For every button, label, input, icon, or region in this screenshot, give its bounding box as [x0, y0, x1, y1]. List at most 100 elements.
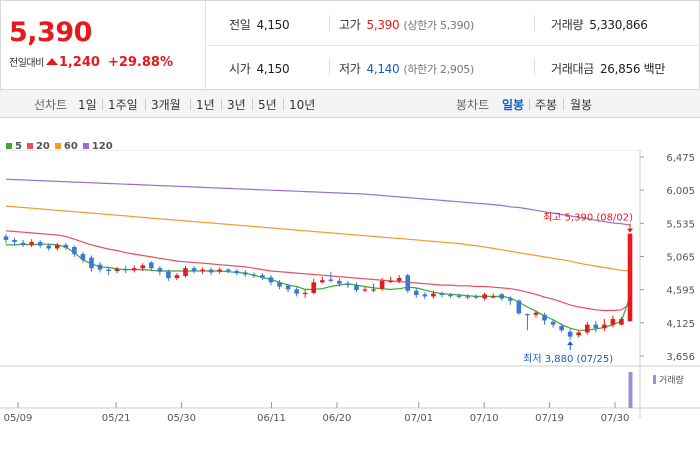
candle-down [166, 271, 171, 279]
stat-value: 5,330,866 [589, 18, 648, 32]
stat-label: 저가 [339, 62, 361, 76]
candle-up [114, 268, 120, 272]
high-arrow-head [627, 228, 633, 233]
period-tabbar: 선차트 1일 1주일 3개월 1년 3년 5년 10년 봉차트 일봉 주봉 월봉 [0, 90, 700, 118]
x-tick-label: 05/21 [102, 413, 131, 424]
candle-down [89, 257, 94, 269]
candle-down [72, 247, 77, 255]
stat-sub: (상한가 5,390) [403, 19, 474, 32]
candle-up [311, 282, 317, 293]
legend-label: 120 [91, 141, 113, 152]
tab-monthly[interactable]: 월봉 [570, 98, 593, 112]
x-tick-label: 07/01 [404, 413, 433, 424]
candle-down [37, 242, 43, 246]
legend-swatch [54, 143, 61, 149]
x-tick-label: 07/30 [601, 413, 630, 424]
stat-high: 고가 5,390 (상한가 5,390) [339, 16, 474, 33]
candle-up [140, 265, 146, 269]
tab-3-months[interactable]: 3개월 [151, 98, 181, 112]
candle-down [448, 295, 453, 297]
candle-up [54, 244, 60, 249]
candle-down [285, 285, 291, 290]
candle-up [610, 319, 616, 325]
legend-label: 20 [35, 141, 50, 152]
tab-daily[interactable]: 일봉 [502, 98, 525, 112]
ma60-line [5, 205, 631, 272]
legend-swatch [26, 143, 33, 149]
y-tick-label: 6,005 [666, 186, 695, 197]
stat-label: 거래량 [551, 18, 584, 32]
candle-down [277, 282, 282, 287]
candle-down [593, 324, 599, 329]
divider [534, 15, 535, 31]
legend-label: 5 [15, 141, 22, 152]
candle-down [12, 239, 17, 243]
candle-up [490, 296, 496, 298]
candle-down [157, 268, 163, 272]
ma120-line [5, 178, 631, 226]
tab-3-years[interactable]: 3년 [227, 98, 246, 112]
candle-down [508, 298, 513, 301]
legend-ma-20: 20 [26, 141, 50, 152]
volume-bar [628, 372, 633, 408]
candle-down [63, 244, 69, 248]
tab-separator [252, 99, 253, 110]
line-chart-label: 선차트 [34, 98, 68, 112]
tab-separator [102, 99, 103, 110]
volume-legend-swatch [653, 375, 656, 384]
candle-up [576, 332, 582, 336]
candle-down [456, 295, 462, 297]
tab-5-years[interactable]: 5년 [258, 98, 277, 112]
candle-up [302, 292, 308, 295]
y-tick-label: 4,595 [666, 286, 695, 297]
stat-sub: (하한가 2,905) [403, 63, 474, 76]
candle-up [174, 275, 180, 279]
tab-separator [283, 99, 284, 110]
tab-separator [529, 99, 530, 110]
candlestick-chart: 6,475 6,005 5,535 5,065 4,595 4,125 3,656 05/09… [0, 150, 700, 424]
change-value: 1,240 [58, 55, 100, 70]
tab-1-week[interactable]: 1주일 [108, 98, 138, 112]
volume-label: 거래량 [659, 374, 684, 386]
price-box: 5,390 전일대비 1,240 +29.88% [1, 1, 206, 89]
stat-volume: 거래량 5,330,866 [551, 16, 648, 33]
candle-down [542, 314, 547, 321]
candle-down [294, 289, 299, 294]
divider [329, 59, 330, 75]
current-price: 5,390 [9, 17, 92, 48]
tab-separator [563, 99, 564, 110]
ma5-line [6, 243, 631, 331]
change-percent: +29.88% [107, 55, 173, 70]
candle-up [183, 268, 188, 276]
divider [534, 59, 535, 75]
candle-up [131, 268, 137, 271]
x-tick-label: 07/10 [470, 413, 499, 424]
candle-down [559, 326, 564, 331]
tab-separator [145, 99, 146, 110]
tab-1-year[interactable]: 1년 [196, 98, 215, 112]
candle-down [260, 275, 265, 279]
candle-down [123, 268, 128, 271]
candle-up [200, 269, 205, 272]
candle-down [80, 254, 86, 260]
ma-legend: 5 20 60 120 [6, 141, 118, 152]
tab-weekly[interactable]: 주봉 [535, 98, 558, 112]
stat-value: 4,150 [256, 18, 290, 32]
stat-value: 4,140 [366, 62, 400, 76]
stat-low: 저가 4,140 (하한가 2,905) [339, 60, 474, 77]
tab-1-day[interactable]: 1일 [78, 98, 97, 112]
y-tick-label: 3,656 [666, 352, 695, 363]
x-tick-label: 05/09 [4, 413, 33, 424]
legend-ma-60: 60 [54, 141, 78, 152]
candle-down [243, 272, 248, 275]
candle-up [533, 312, 539, 315]
candle-down [567, 331, 573, 337]
stat-label: 거래대금 [551, 62, 594, 76]
tab-10-years[interactable]: 10년 [289, 98, 316, 112]
candle-up [396, 278, 402, 281]
candle-down [208, 269, 214, 273]
stat-prev-close: 전일 4,150 [229, 16, 290, 33]
candle-down [499, 294, 505, 299]
candle-down [251, 274, 257, 276]
candle-down [473, 296, 479, 298]
